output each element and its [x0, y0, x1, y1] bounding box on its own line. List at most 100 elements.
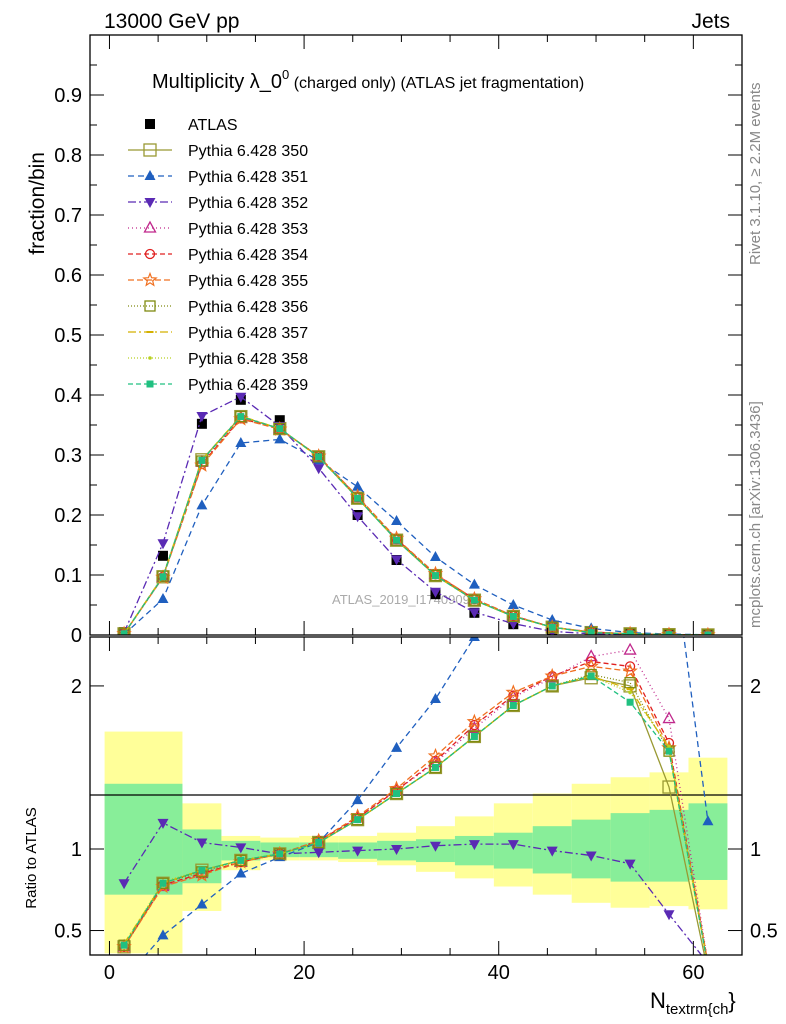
main-ylabel: fraction/bin	[26, 152, 49, 255]
main-ytick-label: 0.3	[54, 445, 82, 467]
main-data-point	[470, 596, 478, 604]
ratio-data-point	[586, 354, 597, 364]
legend-label: Pythia 6.428 354	[188, 247, 308, 264]
main-data-point	[235, 437, 247, 447]
legend-entry: Pythia 6.428 351	[128, 169, 308, 186]
ratio-data-point	[546, 846, 558, 857]
main-data-point	[274, 415, 285, 426]
ratio-data-point	[509, 701, 517, 709]
ratio-data-point	[157, 929, 169, 940]
xtick-label: 0	[104, 962, 115, 984]
main-data-point	[196, 499, 208, 510]
ratio-series-line	[123, 649, 708, 955]
title-prefix: Multiplicity λ_0	[152, 71, 282, 93]
ratio-bands	[104, 731, 728, 954]
ratio-data-point	[706, 965, 710, 969]
xtick-label: 60	[682, 962, 704, 984]
ratio-data-point	[391, 845, 403, 855]
ratio-series-line	[123, 660, 708, 955]
ratio-data-point	[470, 732, 478, 740]
ratio-data-point	[157, 877, 169, 889]
source-label: mcplots.cern.ch [arXiv:1306.3436]	[747, 401, 764, 628]
main-data-point	[157, 593, 169, 603]
main-data-point	[351, 492, 364, 504]
ratio-data-point	[431, 763, 439, 771]
ratio-data-point	[703, 959, 712, 968]
main-data-point	[507, 599, 519, 609]
main-data-point	[468, 608, 480, 619]
main-data-point	[507, 610, 519, 623]
ratio-data-point	[315, 838, 323, 846]
main-data-point	[235, 410, 247, 423]
header-energy: 13000 GeV pp	[104, 10, 239, 33]
ratio-data-point	[624, 677, 636, 689]
ratio-data-point	[508, 549, 519, 559]
ratio-data-point	[427, 747, 444, 763]
ratio-data-point	[624, 661, 636, 672]
ratio-xlabel: Ntextrm{ch}	[650, 988, 736, 1018]
main-data-point	[393, 536, 401, 544]
stat-band-bin	[571, 819, 611, 879]
ratio-data-point	[626, 698, 634, 706]
ratio-data-point	[622, 663, 638, 678]
legend-swatch-marker	[146, 380, 154, 388]
ratio-data-point	[313, 836, 325, 849]
stat-band-bin	[104, 783, 183, 895]
legend-swatch-marker	[144, 248, 156, 260]
ratio-data-point	[274, 848, 286, 860]
ratio-data-point	[468, 730, 481, 743]
ratio-frame	[89, 636, 743, 956]
main-data-point	[237, 413, 245, 421]
ratio-data-point	[235, 843, 247, 854]
legend-swatch-marker	[142, 271, 158, 287]
ratio-data-point	[626, 688, 634, 691]
ratio-data-point	[628, 690, 632, 695]
main-data-point	[665, 631, 673, 635]
ratio-data-point	[351, 813, 364, 826]
ratio-data-point	[507, 840, 519, 851]
legend-swatch-marker	[146, 331, 154, 333]
ratio-data-point	[354, 816, 362, 824]
main-ytick-label: 0.7	[54, 205, 82, 227]
legend-label: Pythia 6.428 351	[188, 169, 308, 186]
main-data-point	[431, 572, 439, 580]
chart-title: Multiplicity λ_00 (charged only) (ATLAS …	[152, 67, 584, 93]
legend-label: Pythia 6.428 352	[188, 195, 308, 212]
stat-band-bin	[610, 813, 650, 882]
legend-entry: Pythia 6.428 355	[128, 271, 308, 290]
ratio-data-point	[235, 867, 247, 878]
ratio-series-line	[144, 637, 709, 955]
main-data-point	[391, 555, 403, 566]
ratio-data-point	[547, 435, 558, 445]
main-data-point	[548, 623, 556, 631]
ratio-data-point	[198, 866, 206, 874]
ratio-data-point	[119, 973, 130, 983]
ratio-series-line	[123, 665, 708, 955]
ratio-ytick-label: 2	[71, 676, 82, 698]
ratio-data-point	[118, 879, 130, 890]
ratio-data-point	[623, 642, 637, 655]
main-data-point	[315, 453, 323, 461]
xlabel-tail: }	[728, 988, 735, 1013]
main-data-point	[546, 614, 558, 624]
main-data-point	[354, 494, 362, 502]
main-data-point	[276, 425, 284, 433]
main-data-point	[196, 455, 208, 467]
ratio-data-point	[663, 910, 675, 921]
ratio-data-point	[390, 787, 403, 800]
ratio-data-point	[468, 637, 480, 641]
ratio-data-point	[429, 761, 442, 774]
ratio-series-line	[123, 675, 707, 955]
ratio-data-point	[704, 965, 711, 967]
ratio-data-point	[507, 699, 519, 712]
legend-label: Pythia 6.428 353	[188, 221, 308, 238]
ratio-data-point	[159, 879, 167, 887]
legend-entry: Pythia 6.428 350	[128, 143, 308, 160]
ratio-ylabel: Ratio to ATLAS	[23, 807, 40, 908]
legend-label: Pythia 6.428 357	[188, 325, 308, 342]
ratio-data-point	[544, 667, 560, 683]
main-data-point	[626, 630, 634, 635]
main-data-point	[391, 515, 403, 525]
legend-entry: Pythia 6.428 356	[128, 299, 308, 316]
